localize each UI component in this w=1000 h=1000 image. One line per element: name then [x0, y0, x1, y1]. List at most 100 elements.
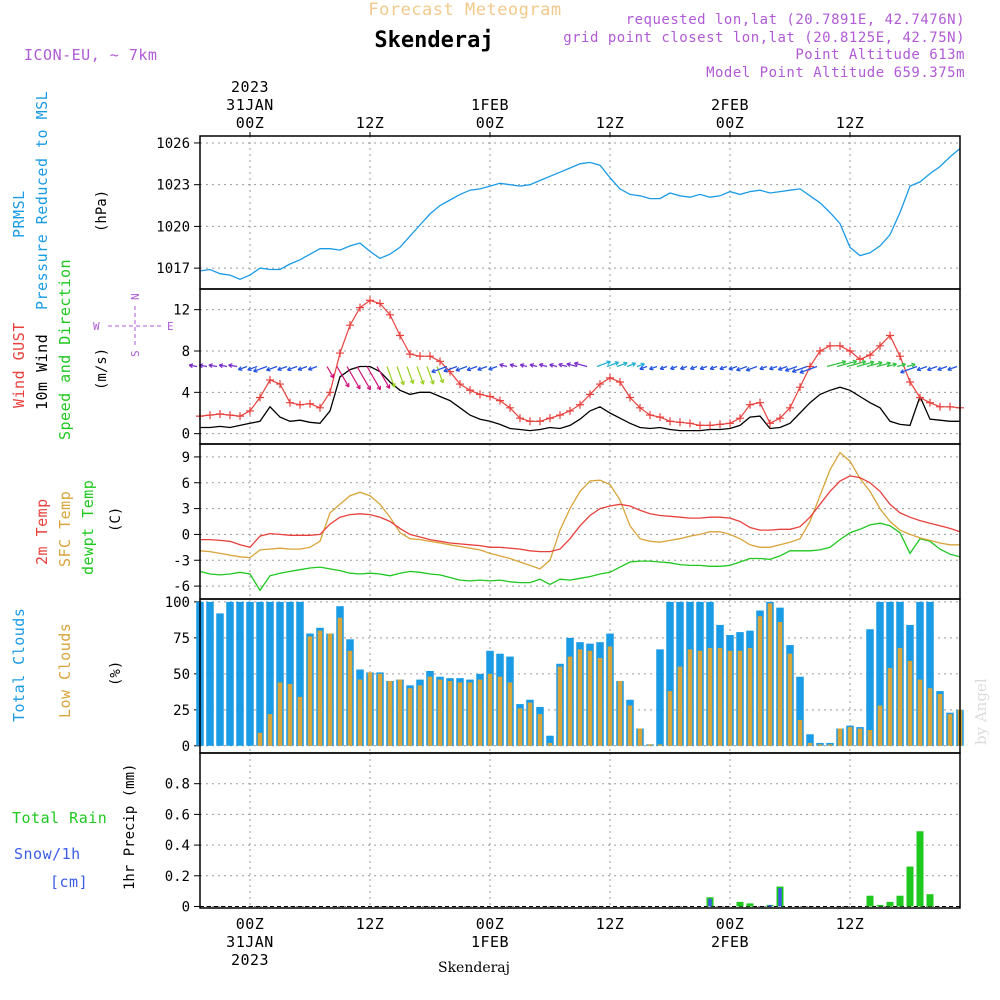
wind-arrow-head: [208, 363, 213, 369]
low-cloud-bar: [747, 647, 753, 746]
gust-point: [216, 410, 224, 419]
wind-arrow: [916, 365, 928, 371]
wind-arrow: [826, 360, 846, 368]
model-point-altitude: Model Point Altitude 659.375m: [706, 65, 965, 81]
wind-arrow-head: [745, 367, 751, 372]
bottom-axis-label: 12Z: [836, 915, 865, 933]
wind-arrow-head: [266, 366, 271, 372]
low-cloud-bar: [717, 647, 723, 746]
location-title: Skenderaj: [374, 28, 493, 53]
low-cloud-bar: [657, 744, 663, 746]
wind-arrow: [376, 366, 391, 389]
low-cloud-bar: [677, 666, 683, 746]
wind-arrow-head: [631, 362, 637, 367]
y-tick-label: 0.2: [165, 869, 190, 885]
wind-arrow-head: [439, 378, 445, 384]
wind-arrow-head: [466, 366, 472, 372]
pressure-panel: 1017 1020 1023 1026: [156, 135, 961, 290]
wind-arrow-head: [911, 362, 916, 368]
low-cloud-bar: [797, 719, 803, 746]
low-cloud-bar: [847, 727, 853, 746]
gust-point: [676, 418, 684, 427]
low-cloud-bar: [477, 679, 483, 746]
snow-bar: [708, 898, 712, 907]
gust-point: [306, 399, 314, 408]
pressure-labels: PRMSL Pressure Reduced to MSL (hPa): [10, 91, 110, 310]
gust-point: [336, 349, 344, 358]
wind-arrow: [219, 364, 228, 368]
wind-arrow: [426, 366, 434, 385]
bottom-axis-label: 00Z: [716, 915, 745, 933]
wind-arrow: [228, 364, 238, 368]
gust-point: [906, 378, 914, 386]
low-cloud-bar: [307, 636, 313, 746]
gust-point: [776, 414, 784, 423]
wind-arrow: [366, 366, 381, 391]
total-cloud-bar: [226, 601, 234, 746]
gust-point: [726, 419, 734, 428]
low-cloud-bar: [917, 679, 923, 746]
gust-point: [406, 350, 414, 359]
gust-point: [346, 321, 354, 330]
low-cloud-bar: [547, 742, 553, 746]
wind-arrow-head: [277, 366, 282, 372]
y-tick-label: 1020: [156, 219, 190, 235]
low-clouds-label: Low Clouds: [56, 623, 74, 718]
compass-south: S: [129, 350, 142, 357]
wind-arrow-head: [345, 382, 350, 388]
low-cloud-bar: [297, 696, 303, 746]
precipitation-panel: 0 0.2 0.4 0.6 0.8: [165, 752, 961, 915]
wind-arrow-head: [947, 366, 952, 372]
wind-arrow: [277, 365, 288, 371]
y-tick-label: 6: [182, 476, 190, 492]
y-tick-label: 0: [182, 739, 190, 755]
gust-point: [926, 398, 934, 407]
gust-point: [276, 380, 284, 389]
wind-arrow: [396, 366, 405, 385]
t2m-label: 2m Temp: [33, 498, 51, 565]
wind-arrow: [238, 365, 248, 371]
low-cloud-bar: [357, 679, 363, 746]
gust-point: [456, 380, 464, 389]
wind-arrow-head: [901, 362, 906, 368]
y-tick-label: 1026: [156, 136, 190, 152]
gust-point: [706, 421, 714, 430]
low-cloud-bar: [757, 616, 763, 746]
gust-point: [556, 411, 564, 420]
rain-bar: [896, 895, 904, 907]
compass-west: W: [93, 320, 100, 333]
wind-arrow-head: [709, 365, 715, 371]
wind-arrow-head: [680, 365, 685, 371]
wind-arrow-head: [784, 367, 790, 372]
wind-label: 10m Wind: [33, 334, 51, 410]
low-cloud-bar: [267, 714, 273, 746]
wind-arrow-head: [719, 365, 724, 371]
low-cloud-bar: [527, 702, 533, 746]
snow-bar: [768, 904, 772, 907]
wind-arrow: [785, 365, 798, 372]
top-axis-label: 2FEB: [711, 96, 749, 114]
wind-arrow: [416, 366, 424, 385]
wind-arrow-head: [670, 365, 675, 371]
wind-arrow: [876, 362, 891, 368]
low-cloud-bar: [637, 728, 643, 746]
wind-arrow-head: [566, 362, 571, 367]
wind-arrow: [253, 365, 268, 372]
low-cloud-bar: [327, 633, 333, 746]
temperature-labels: 2m Temp SFC Temp dewpt Temp (C): [33, 480, 124, 575]
low-cloud-bar: [417, 685, 423, 746]
bottom-axis-label: 12Z: [356, 915, 385, 933]
gust-point: [666, 417, 674, 426]
wind-arrow: [297, 365, 308, 371]
gust-point: [736, 414, 744, 423]
wind-arrow-head: [623, 361, 628, 367]
gust-point: [546, 414, 554, 423]
dew-label: dewpt Temp: [79, 480, 97, 575]
total-clouds-label: Total Clouds: [10, 608, 28, 722]
gust-point: [936, 402, 944, 411]
wind-arrow-head: [791, 368, 797, 374]
low-cloud-bar: [577, 649, 583, 746]
gust-point: [696, 421, 704, 430]
